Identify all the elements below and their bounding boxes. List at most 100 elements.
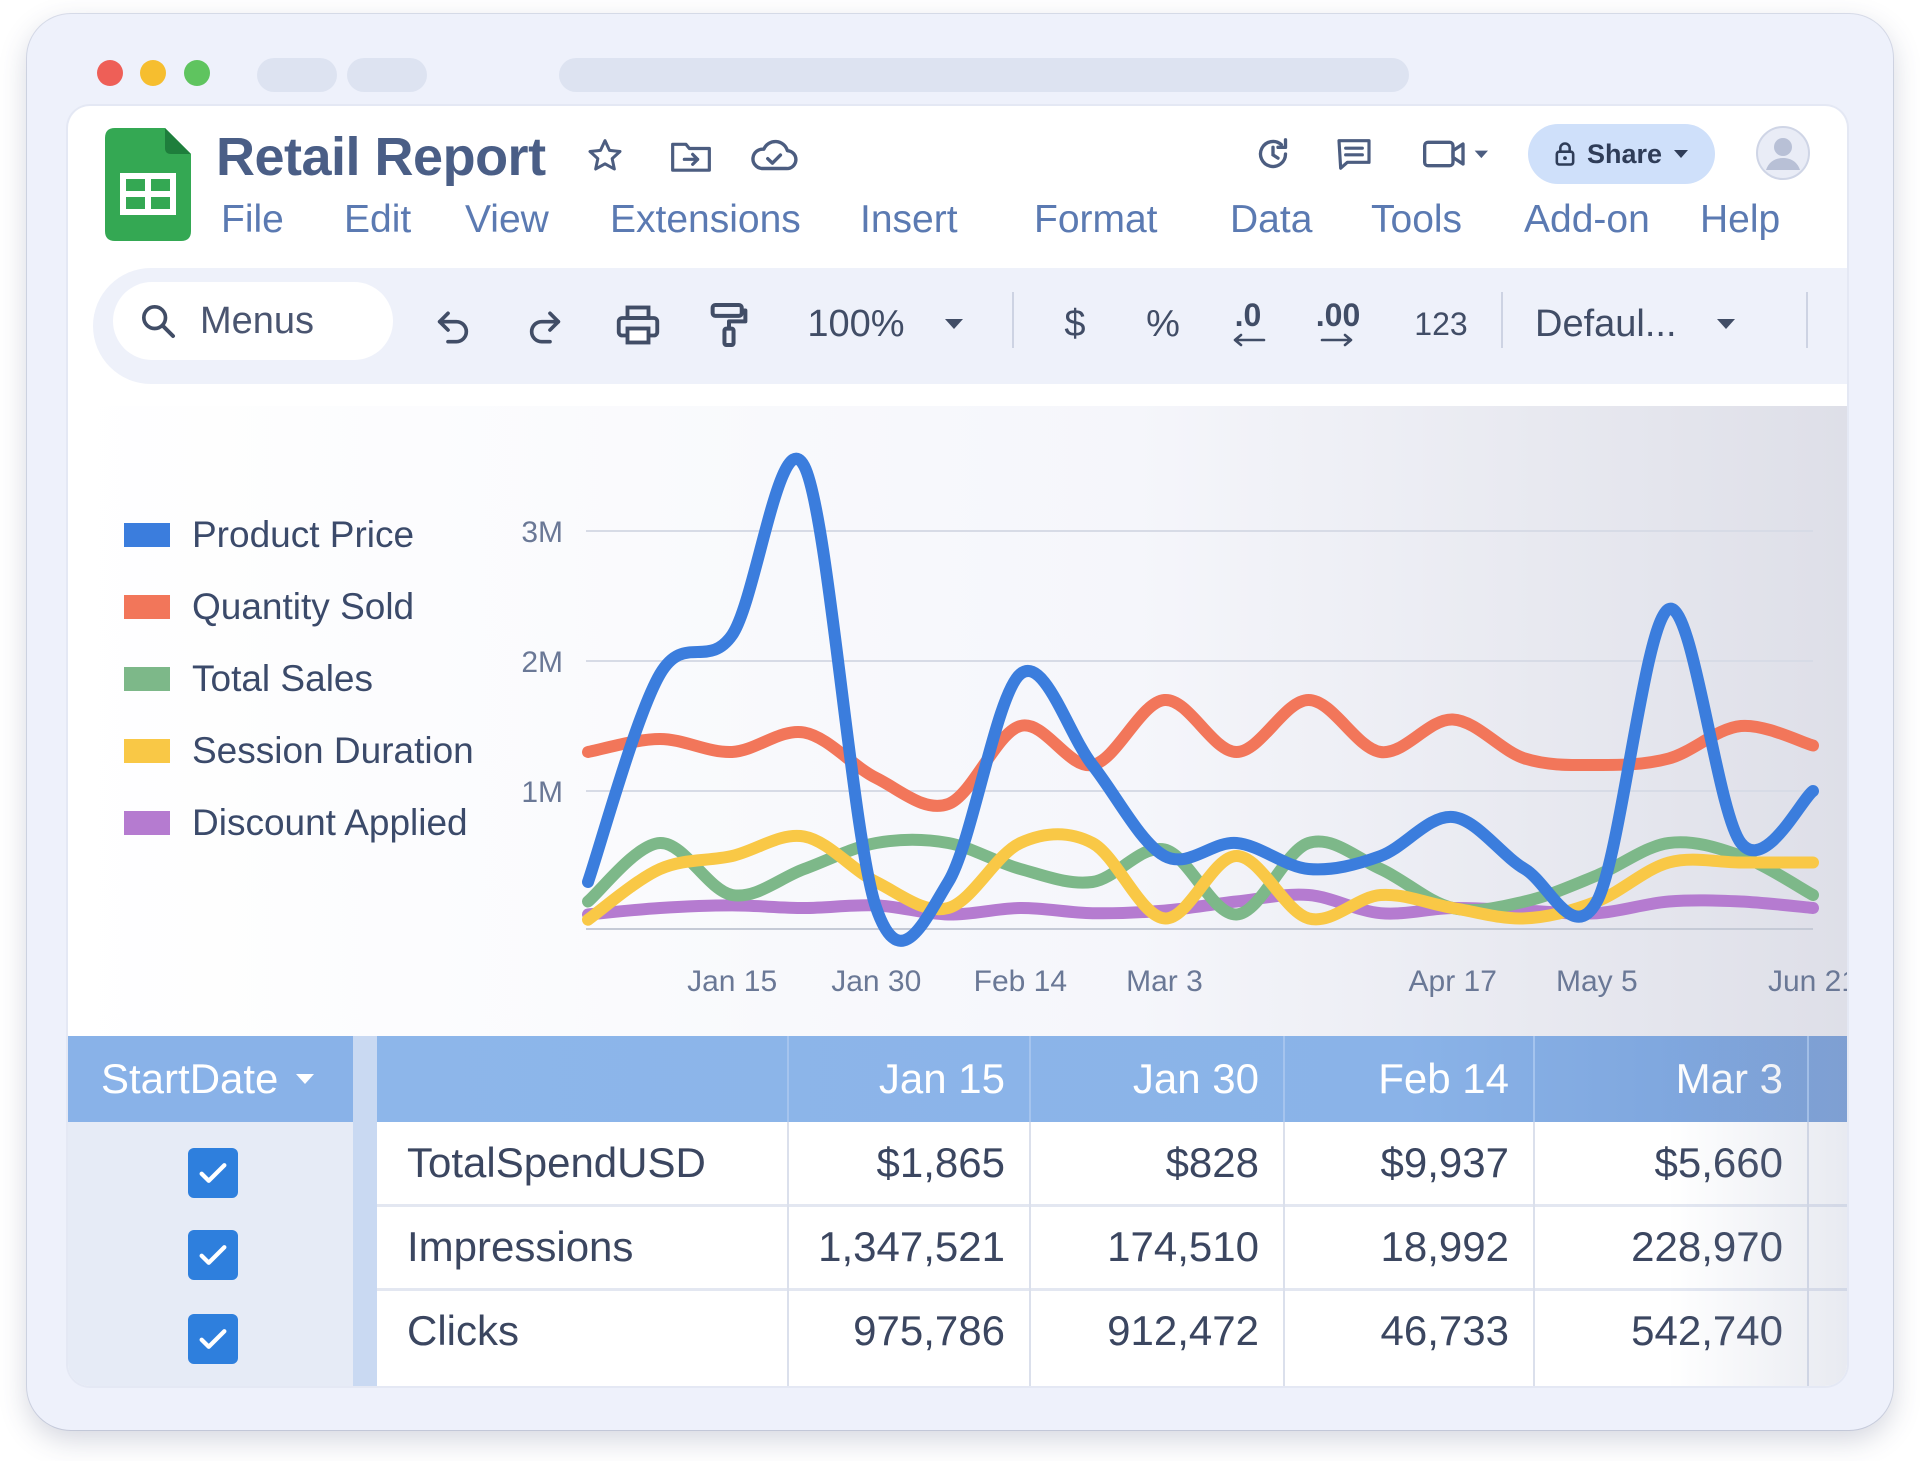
column-divider: [1807, 1122, 1809, 1386]
menu-add-on[interactable]: Add-on: [1524, 198, 1650, 241]
undo-icon[interactable]: [430, 302, 476, 348]
menu-insert[interactable]: Insert: [860, 198, 958, 241]
series-line-product-price[interactable]: [582, 452, 1819, 947]
table-row[interactable]: TotalSpendUSD $1,865 $828 $9,937 $5,660: [377, 1122, 1847, 1204]
search-menus-label: Menus: [200, 299, 315, 342]
history-icon[interactable]: [1251, 132, 1295, 176]
legend-item-total-sales: Total Sales: [124, 658, 373, 700]
checkmark-icon: [199, 1329, 227, 1349]
column-header[interactable]: Jan 30: [1132, 1055, 1259, 1102]
currency-format-button[interactable]: $: [1053, 296, 1097, 352]
search-menus-input[interactable]: Menus: [113, 282, 393, 360]
legend-item-session-duration: Session Duration: [124, 730, 474, 772]
comment-icon[interactable]: [1332, 132, 1376, 176]
table-cell[interactable]: 975,786: [853, 1307, 1005, 1354]
column-divider: [1807, 1036, 1809, 1122]
chevron-down-icon: [296, 1074, 315, 1084]
share-button[interactable]: Share: [1528, 124, 1715, 184]
table-cell[interactable]: 1,347,521: [818, 1223, 1005, 1270]
table-cell[interactable]: 542,740: [1631, 1307, 1783, 1354]
row-checkbox-totalspendusd[interactable]: [188, 1148, 238, 1198]
data-table: StartDate Jan 15 Jan 30 Feb 14 Mar 3 Tot…: [68, 1036, 1847, 1386]
menu-format[interactable]: Format: [1034, 198, 1158, 241]
percent-format-label: %: [1146, 302, 1180, 345]
address-bar[interactable]: [559, 58, 1409, 92]
table-cell[interactable]: 228,970: [1631, 1223, 1783, 1270]
x-tick-label: Jan 15: [687, 965, 777, 998]
table-cell[interactable]: 174,510: [1107, 1223, 1259, 1270]
menu-tools[interactable]: Tools: [1371, 198, 1463, 241]
percent-format-button[interactable]: %: [1138, 296, 1188, 352]
startdate-filter-label: StartDate: [101, 1055, 279, 1102]
startdate-filter-header[interactable]: StartDate: [68, 1036, 353, 1122]
column-divider: [787, 1036, 789, 1122]
table-row[interactable]: Impressions 1,347,521 174,510 18,992 228…: [377, 1206, 1847, 1288]
row-divider: [377, 1204, 1847, 1207]
font-select[interactable]: Defaul...: [1535, 296, 1775, 352]
series-line-discount-applied[interactable]: [582, 888, 1819, 921]
toolbar-divider: [1501, 292, 1503, 348]
row-divider: [377, 1288, 1847, 1291]
column-divider: [353, 1036, 377, 1386]
legend-swatch: [124, 523, 170, 547]
video-call-icon[interactable]: [1418, 132, 1498, 176]
arrow-right-icon: [1320, 333, 1353, 347]
column-header[interactable]: Mar 3: [1675, 1055, 1783, 1102]
menu-help[interactable]: Help: [1700, 198, 1781, 241]
row-label: Clicks: [407, 1307, 519, 1354]
zoom-select[interactable]: 100%: [801, 296, 971, 352]
row-label: Impressions: [407, 1223, 634, 1270]
menu-edit[interactable]: Edit: [344, 198, 412, 241]
minimize-window-button[interactable]: [140, 60, 166, 86]
table-cell[interactable]: 912,472: [1107, 1307, 1259, 1354]
column-divider: [1029, 1122, 1031, 1386]
chevron-down-icon: [1674, 150, 1689, 158]
menu-view[interactable]: View: [465, 198, 549, 241]
column-header[interactable]: Jan 15: [878, 1055, 1005, 1102]
column-header[interactable]: Feb 14: [1378, 1055, 1509, 1102]
decrease-decimal-label: .0: [1234, 297, 1262, 333]
document-title[interactable]: Retail Report: [216, 127, 546, 187]
legend-label: Quantity Sold: [192, 586, 415, 627]
menu-data[interactable]: Data: [1230, 198, 1313, 241]
legend-item-product-price: Product Price: [124, 514, 414, 556]
paint-format-icon[interactable]: [706, 300, 752, 350]
menu-extensions[interactable]: Extensions: [610, 198, 801, 241]
account-icon[interactable]: [1755, 125, 1811, 181]
table-cell[interactable]: 18,992: [1380, 1223, 1509, 1270]
table-row[interactable]: Clicks 975,786 912,472 46,733 542,740: [377, 1290, 1847, 1386]
number-format-button[interactable]: 123: [1408, 296, 1474, 352]
cloud-saved-icon[interactable]: [748, 134, 800, 178]
move-to-folder-icon[interactable]: [668, 134, 714, 178]
x-tick-label: Mar 3: [1126, 965, 1203, 998]
legend-swatch: [124, 595, 170, 619]
table-cell[interactable]: $9,937: [1380, 1139, 1509, 1186]
series-line-quantity-sold[interactable]: [582, 694, 1819, 812]
print-icon[interactable]: [613, 302, 663, 348]
browser-tab-placeholder[interactable]: [347, 58, 427, 92]
redo-icon[interactable]: [522, 302, 568, 348]
zoom-value: 100%: [807, 302, 905, 345]
menu-file[interactable]: File: [221, 198, 284, 241]
table-cell[interactable]: $5,660: [1654, 1139, 1783, 1186]
arrow-left-icon: [1233, 333, 1266, 347]
row-checkbox-impressions[interactable]: [188, 1230, 238, 1280]
table-cell[interactable]: $1,865: [876, 1139, 1005, 1186]
star-icon[interactable]: [583, 134, 627, 178]
row-checkbox-clicks[interactable]: [188, 1314, 238, 1364]
x-tick-label: May 5: [1556, 965, 1638, 998]
close-window-button[interactable]: [97, 60, 123, 86]
legend-swatch: [124, 667, 170, 691]
chart[interactable]: Product Price Quantity Sold Total Sales …: [68, 406, 1847, 1036]
column-divider: [1533, 1122, 1535, 1386]
checkmark-icon: [199, 1245, 227, 1265]
table-cell[interactable]: 46,733: [1380, 1307, 1509, 1354]
decrease-decimal-button[interactable]: .0: [1218, 288, 1278, 358]
browser-tab-placeholder[interactable]: [257, 58, 337, 92]
number-format-label: 123: [1414, 305, 1468, 342]
maximize-window-button[interactable]: [184, 60, 210, 86]
x-tick-label: Jun 21: [1768, 965, 1847, 998]
increase-decimal-button[interactable]: .00: [1303, 288, 1373, 358]
table-cell[interactable]: $828: [1165, 1139, 1259, 1186]
legend-item-discount-applied: Discount Applied: [124, 802, 468, 844]
